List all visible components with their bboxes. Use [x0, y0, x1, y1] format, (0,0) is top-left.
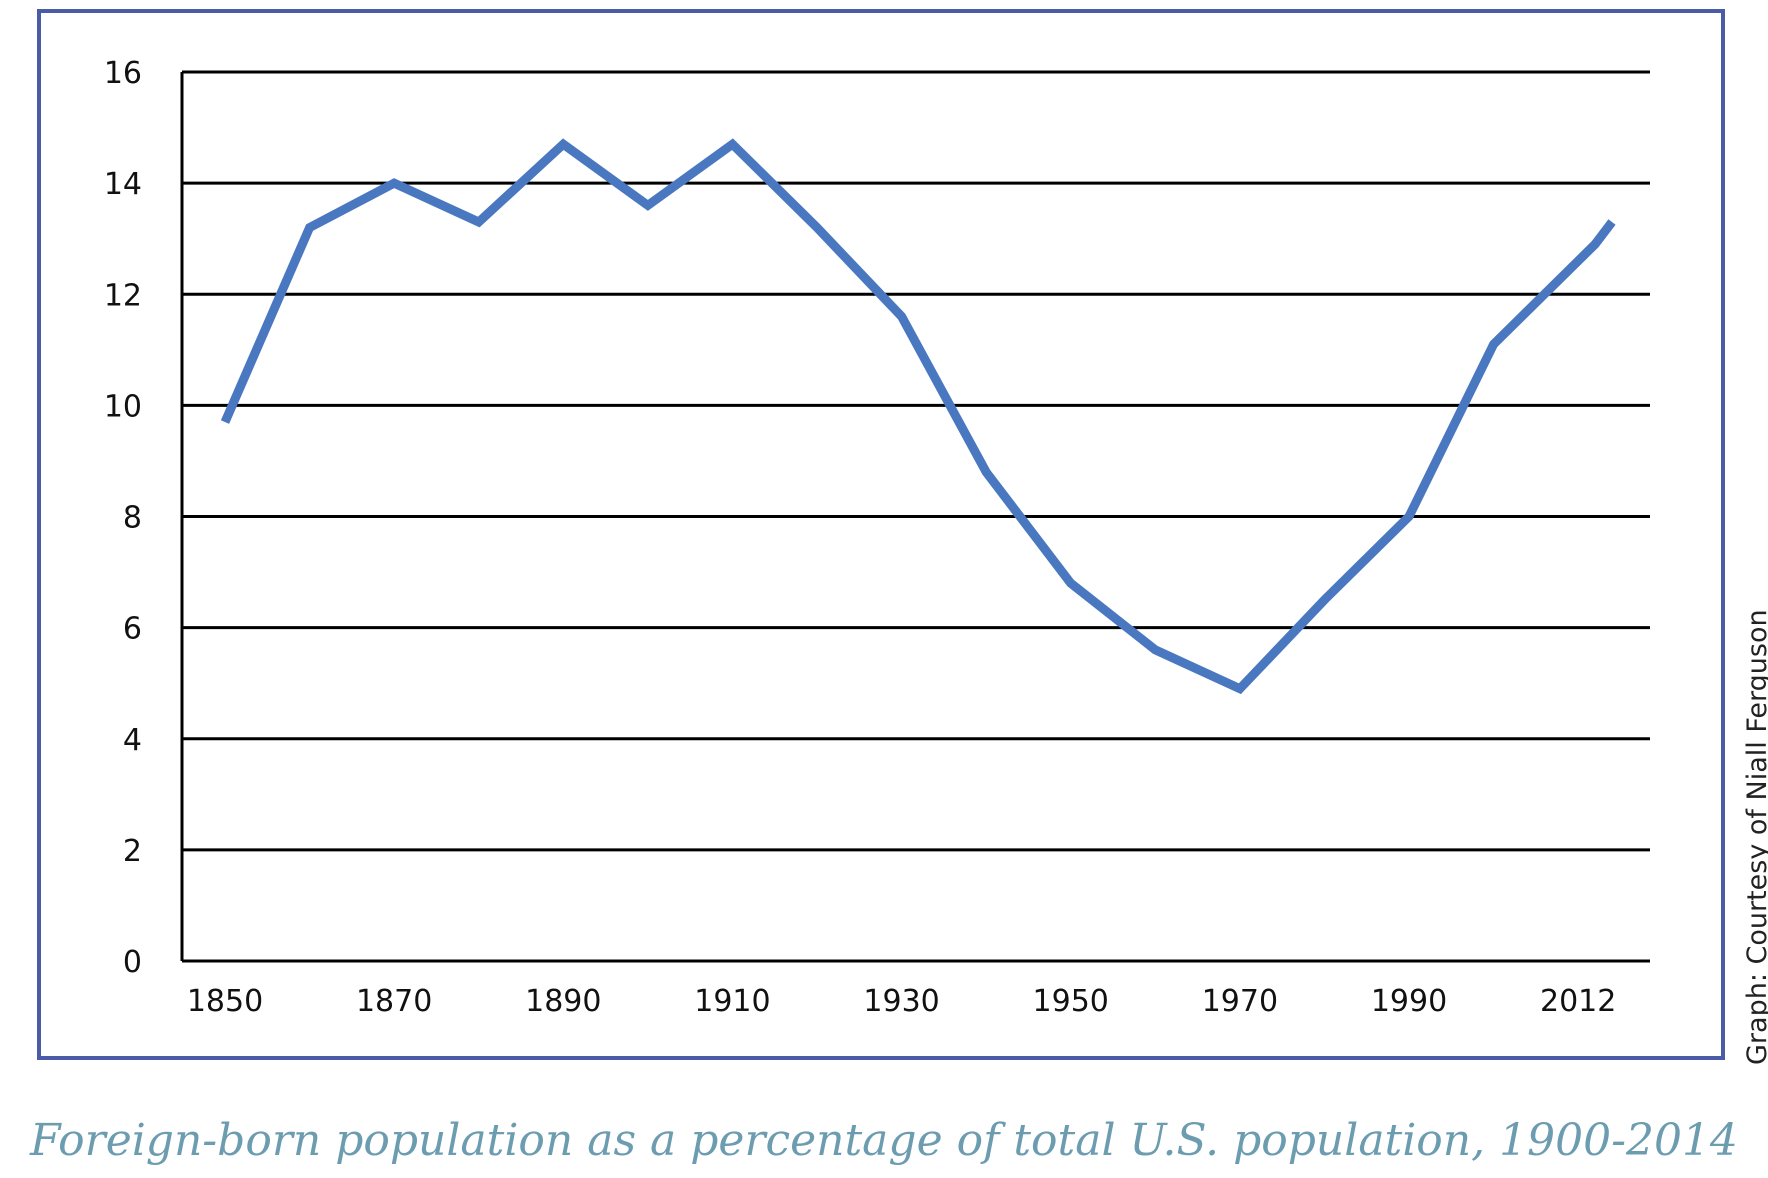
y-tick-label: 4 [123, 723, 142, 758]
grid-lines [182, 70, 1650, 963]
x-tick-label: 1850 [187, 984, 263, 1019]
y-tick-label: 2 [123, 834, 142, 869]
x-tick-label: 1910 [694, 984, 770, 1019]
y-tick-label: 14 [104, 167, 142, 202]
y-tick-labels: 0 2 4 6 8 10 12 14 16 [104, 56, 142, 980]
x-tick-label: 1970 [1202, 984, 1278, 1019]
series-line [220, 138, 1616, 695]
x-tick-label: 1890 [525, 984, 601, 1019]
y-tick-label: 6 [123, 612, 142, 647]
y-tick-label: 16 [104, 56, 142, 91]
graph-credit: Graph: Courtesy of Niall Ferguson [1742, 609, 1768, 1065]
y-tick-label: 0 [123, 945, 142, 980]
chart-caption: Foreign-born population as a percentage … [30, 1115, 1738, 1166]
x-tick-label: 1870 [356, 984, 432, 1019]
x-tick-label: 1990 [1371, 984, 1447, 1019]
series-group [220, 138, 1616, 695]
x-tick-label: 1950 [1033, 984, 1109, 1019]
x-tick-label: 1930 [863, 984, 939, 1019]
y-tick-label: 8 [123, 501, 142, 536]
x-tick-label: 2012 [1540, 984, 1616, 1019]
y-tick-label: 10 [104, 389, 142, 424]
y-tick-label: 12 [104, 278, 142, 313]
x-tick-labels: 1850 1870 1890 1910 1930 1950 1970 1990 2012 [187, 984, 1617, 1019]
